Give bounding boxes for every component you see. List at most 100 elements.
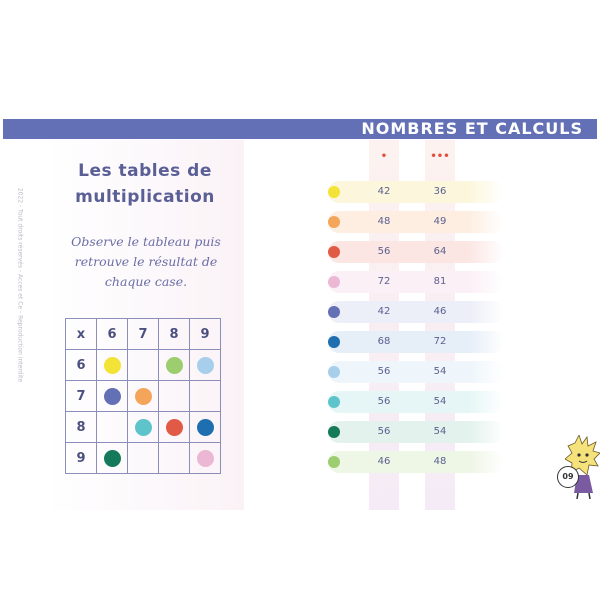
column-marker-1: •: [380, 151, 388, 162]
grid-cell: [158, 349, 190, 381]
color-dot-icon: [328, 186, 340, 198]
answer-value: 72: [433, 336, 447, 347]
answer-row: 56 54: [328, 391, 504, 413]
color-dot-icon: [328, 216, 340, 228]
answer-value: 72: [377, 276, 391, 287]
answer-row: 56 54: [328, 361, 504, 383]
color-dot-icon: [328, 396, 340, 408]
answer-value: 54: [433, 396, 447, 407]
grid-cell: [127, 442, 159, 474]
color-dot-icon: [196, 449, 214, 467]
answer-value: 46: [377, 456, 391, 467]
answer-value: 68: [377, 336, 391, 347]
answer-value: 56: [377, 396, 391, 407]
column-marker-2: •••: [430, 151, 450, 162]
answer-value: 54: [433, 426, 447, 437]
grid-cell: [127, 349, 159, 381]
grid-row: 8: [65, 411, 221, 443]
answer-value: 48: [377, 216, 391, 227]
answer-value: 49: [433, 216, 447, 227]
grid-cell: [158, 411, 190, 443]
color-dot-icon: [165, 356, 183, 374]
color-dot-icon: [103, 449, 121, 467]
grid-cell: [127, 380, 159, 412]
color-dot-icon: [103, 356, 121, 374]
answer-value: 36: [433, 186, 447, 197]
grid-cell: [189, 380, 221, 412]
color-dot-icon: [134, 387, 152, 405]
lesson-title: Les tables de multiplication: [46, 158, 244, 210]
grid-column-header: 9: [189, 318, 221, 350]
color-dot-icon: [328, 306, 340, 318]
color-dot-icon: [328, 336, 340, 348]
grid-cell: [96, 380, 128, 412]
answer-row-background: [328, 451, 504, 473]
answer-row-background: [328, 181, 504, 203]
answer-value: 54: [433, 366, 447, 377]
answer-row-background: [328, 211, 504, 233]
color-dot-icon: [103, 387, 121, 405]
lesson-instruction: Observe le tableau puis retrouve le résu…: [58, 232, 234, 292]
answer-value: 48: [433, 456, 447, 467]
answer-row: 46 48: [328, 451, 504, 473]
section-title: NOMBRES ET CALCULS: [361, 119, 583, 138]
answer-row: 42 46: [328, 301, 504, 323]
answer-row: 68 72: [328, 331, 504, 353]
instruction-line2: retrouve le résultat de: [74, 254, 218, 269]
answer-row: 56 64: [328, 241, 504, 263]
answer-row: 42 36: [328, 181, 504, 203]
grid-cell: [189, 411, 221, 443]
answer-row: 56 54: [328, 421, 504, 443]
grid-cell: [158, 380, 190, 412]
grid-column-header: 8: [158, 318, 190, 350]
grid-cell: [158, 442, 190, 474]
answer-value: 56: [377, 246, 391, 257]
color-dot-icon: [328, 366, 340, 378]
answer-value: 56: [377, 426, 391, 437]
answer-value: 56: [377, 366, 391, 377]
answer-row-background: [328, 391, 504, 413]
color-dot-icon: [328, 276, 340, 288]
answer-row: 72 81: [328, 271, 504, 293]
mascot-illustration: [564, 433, 600, 500]
lesson-title-line1: Les tables de: [78, 161, 212, 181]
grid-row-header: 7: [65, 380, 97, 412]
color-dot-icon: [196, 418, 214, 436]
grid-row-header: 8: [65, 411, 97, 443]
answer-row: 48 49: [328, 211, 504, 233]
answer-value: 42: [377, 186, 391, 197]
color-dot-icon: [165, 418, 183, 436]
copyright-note: 2022 - Tout droits réservés - Acces et C…: [13, 170, 27, 400]
answer-row-background: [328, 301, 504, 323]
grid-row: 9: [65, 442, 221, 474]
grid-corner: x: [65, 318, 97, 350]
section-banner: NOMBRES ET CALCULS: [3, 119, 597, 139]
answer-row-background: [328, 361, 504, 383]
grid-column-header: 6: [96, 318, 128, 350]
answer-row-background: [328, 331, 504, 353]
grid-cell: [96, 411, 128, 443]
grid-row-header: 9: [65, 442, 97, 474]
lesson-title-line2: multiplication: [75, 187, 215, 207]
answer-row-background: [328, 271, 504, 293]
color-dot-icon: [328, 456, 340, 468]
page-number: 09: [557, 466, 579, 488]
answer-value: 64: [433, 246, 447, 257]
grid-header-row: x 6 7 8 9: [65, 318, 221, 350]
grid-row: 7: [65, 380, 221, 412]
answer-value: 42: [377, 306, 391, 317]
grid-cell: [189, 349, 221, 381]
color-dot-icon: [196, 356, 214, 374]
instruction-line3: chaque case.: [104, 274, 188, 289]
answer-value: 81: [433, 276, 447, 287]
answer-row-background: [328, 421, 504, 443]
answer-value: 46: [433, 306, 447, 317]
color-dot-icon: [328, 246, 340, 258]
grid-row: 6: [65, 349, 221, 381]
grid-row-header: 6: [65, 349, 97, 381]
grid-cell: [189, 442, 221, 474]
grid-cell: [96, 442, 128, 474]
grid-cell: [127, 411, 159, 443]
instruction-line1: Observe le tableau puis: [71, 234, 221, 249]
copyright-text: 2022 - Tout droits réservés - Acces et C…: [16, 187, 24, 383]
